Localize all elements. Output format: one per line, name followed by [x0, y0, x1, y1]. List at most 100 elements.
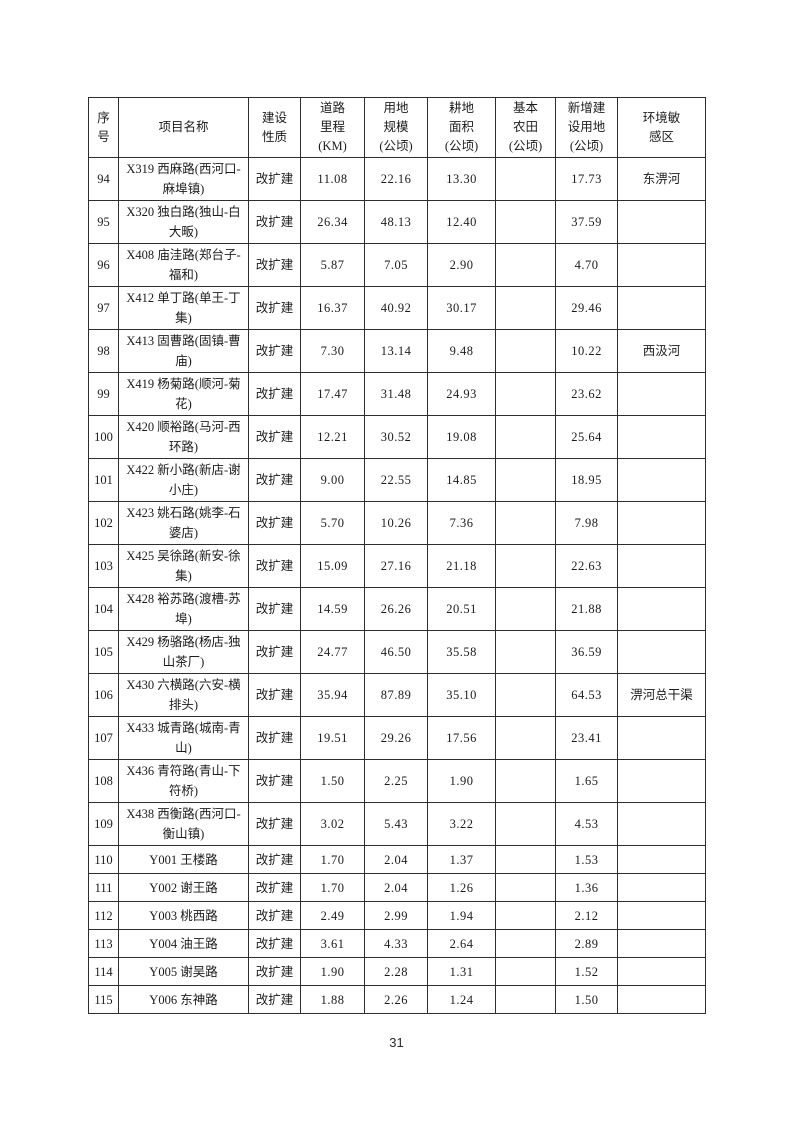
cell-basic-farmland [495, 243, 556, 287]
cell-basic-farmland [495, 157, 556, 201]
cell-seq: 103 [88, 544, 119, 588]
cell-env [617, 501, 706, 545]
cell-name: Y003 桃西路 [118, 901, 249, 930]
table-row: 113 Y004 油王路 改扩建 3.61 4.33 2.64 2.89 [88, 929, 706, 958]
cell-cultivated: 9.48 [427, 329, 496, 373]
cell-nature: 改扩建 [248, 286, 301, 330]
cell-name: X433 城青路(城南-青山) [118, 716, 249, 760]
cell-mileage: 24.77 [300, 630, 365, 674]
cell-land: 29.26 [364, 716, 428, 760]
table-row: 96 X408 庙洼路(郑台子-福和) 改扩建 5.87 7.05 2.90 4.70 [88, 243, 706, 287]
cell-env [617, 901, 706, 930]
cell-seq: 110 [88, 845, 119, 874]
cell-basic-farmland [495, 329, 556, 373]
cell-env [617, 929, 706, 958]
cell-land: 7.05 [364, 243, 428, 287]
cell-nature: 改扩建 [248, 845, 301, 874]
cell-basic-farmland [495, 673, 556, 717]
cell-cultivated: 3.22 [427, 802, 496, 846]
cell-mileage: 1.88 [300, 985, 365, 1014]
cell-nature: 改扩建 [248, 200, 301, 244]
table-row: 104 X428 裕苏路(渡槽-苏埠) 改扩建 14.59 26.26 20.51 21.8… [88, 587, 706, 631]
cell-cultivated: 1.90 [427, 759, 496, 803]
cell-land: 22.55 [364, 458, 428, 502]
cell-name: Y004 油王路 [118, 929, 249, 958]
cell-new-land: 7.98 [555, 501, 618, 545]
cell-land: 30.52 [364, 415, 428, 459]
cell-mileage: 3.02 [300, 802, 365, 846]
cell-nature: 改扩建 [248, 957, 301, 986]
table-header: 序 号 项目名称 建设 性质 道路 里程 (KM) 用地 规模 (公顷) 耕地 … [88, 97, 706, 158]
cell-basic-farmland [495, 587, 556, 631]
cell-seq: 104 [88, 587, 119, 631]
cell-nature: 改扩建 [248, 587, 301, 631]
cell-new-land: 23.62 [555, 372, 618, 416]
cell-cultivated: 1.26 [427, 873, 496, 902]
cell-env [617, 630, 706, 674]
cell-basic-farmland [495, 985, 556, 1014]
cell-name: Y006 东神路 [118, 985, 249, 1014]
table-row: 112 Y003 桃西路 改扩建 2.49 2.99 1.94 2.12 [88, 901, 706, 930]
cell-land: 2.25 [364, 759, 428, 803]
cell-cultivated: 1.31 [427, 957, 496, 986]
cell-seq: 107 [88, 716, 119, 760]
cell-mileage: 12.21 [300, 415, 365, 459]
cell-seq: 100 [88, 415, 119, 459]
cell-new-land: 2.89 [555, 929, 618, 958]
cell-cultivated: 2.90 [427, 243, 496, 287]
page-number: 31 [389, 1035, 404, 1050]
cell-env: 东淠河 [617, 157, 706, 201]
cell-seq: 97 [88, 286, 119, 330]
cell-env [617, 759, 706, 803]
cell-land: 2.26 [364, 985, 428, 1014]
cell-land: 27.16 [364, 544, 428, 588]
cell-basic-farmland [495, 415, 556, 459]
cell-env [617, 458, 706, 502]
cell-seq: 102 [88, 501, 119, 545]
cell-env [617, 372, 706, 416]
cell-name: X319 西麻路(西河口-麻埠镇) [118, 157, 249, 201]
cell-env [617, 587, 706, 631]
cell-env [617, 985, 706, 1014]
cell-nature: 改扩建 [248, 673, 301, 717]
cell-nature: 改扩建 [248, 243, 301, 287]
cell-seq: 115 [88, 985, 119, 1014]
cell-cultivated: 14.85 [427, 458, 496, 502]
cell-new-land: 18.95 [555, 458, 618, 502]
cell-cultivated: 1.24 [427, 985, 496, 1014]
cell-basic-farmland [495, 845, 556, 874]
cell-cultivated: 1.94 [427, 901, 496, 930]
cell-env [617, 873, 706, 902]
cell-nature: 改扩建 [248, 157, 301, 201]
cell-name: X422 新小路(新店-谢小庄) [118, 458, 249, 502]
cell-name: Y005 谢吴路 [118, 957, 249, 986]
cell-seq: 99 [88, 372, 119, 416]
column-header-seq: 序 号 [88, 97, 119, 158]
cell-seq: 96 [88, 243, 119, 287]
cell-mileage: 16.37 [300, 286, 365, 330]
cell-seq: 114 [88, 957, 119, 986]
cell-nature: 改扩建 [248, 759, 301, 803]
cell-name: X436 青符路(青山-下符桥) [118, 759, 249, 803]
cell-basic-farmland [495, 630, 556, 674]
cell-env [617, 415, 706, 459]
cell-basic-farmland [495, 372, 556, 416]
cell-nature: 改扩建 [248, 630, 301, 674]
cell-seq: 95 [88, 200, 119, 244]
cell-new-land: 37.59 [555, 200, 618, 244]
cell-env [617, 802, 706, 846]
cell-name: X423 姚石路(姚李-石婆店) [118, 501, 249, 545]
cell-name: X419 杨菊路(顺河-菊花) [118, 372, 249, 416]
cell-land: 4.33 [364, 929, 428, 958]
cell-new-land: 22.63 [555, 544, 618, 588]
cell-basic-farmland [495, 873, 556, 902]
table-row: 100 X420 顺裕路(马河-西环路) 改扩建 12.21 30.52 19.08 25.… [88, 415, 706, 459]
column-header-basic-farmland: 基本 农田 (公顷) [495, 97, 556, 158]
cell-basic-farmland [495, 802, 556, 846]
cell-new-land: 1.50 [555, 985, 618, 1014]
table-row: 99 X419 杨菊路(顺河-菊花) 改扩建 17.47 31.48 24.93 23.62 [88, 372, 706, 416]
cell-basic-farmland [495, 716, 556, 760]
cell-new-land: 23.41 [555, 716, 618, 760]
cell-seq: 105 [88, 630, 119, 674]
cell-nature: 改扩建 [248, 329, 301, 373]
